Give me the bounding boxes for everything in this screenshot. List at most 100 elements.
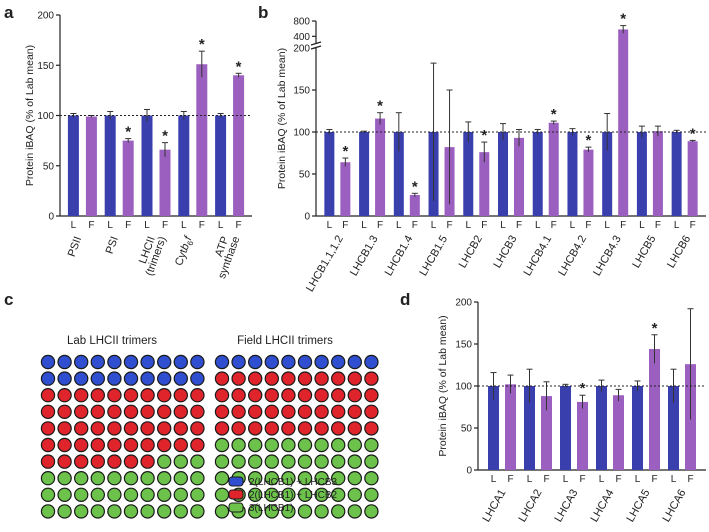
y-tick-label: 50: [461, 424, 473, 435]
bar-field: [687, 141, 698, 216]
trimer-dot: [173, 471, 188, 486]
trimer-dot: [231, 437, 246, 453]
lab-label: L: [491, 474, 497, 485]
trimer-dot: [281, 504, 296, 519]
lab-label: L: [107, 220, 113, 231]
trimer-dot: [156, 504, 172, 519]
trimer-dot: [314, 437, 329, 453]
field-label: F: [481, 220, 487, 231]
bar-lab: [463, 132, 474, 216]
panel-d-letter: d: [400, 290, 410, 309]
trimer-dot: [190, 354, 205, 370]
bar-lab: [488, 386, 499, 470]
trimer-dot: [331, 471, 346, 486]
trimer-dot: [214, 487, 230, 502]
trimer-dot: [231, 454, 246, 469]
category-label: LHCB4.3: [591, 234, 624, 279]
trimer-dot: [90, 471, 106, 486]
trimer-dot: [140, 388, 155, 403]
field-label: F: [507, 474, 513, 485]
trimer-dot: [347, 354, 362, 370]
trimer-dot: [247, 437, 263, 453]
trimer-dot: [123, 421, 139, 436]
trimer-dot: [73, 487, 89, 502]
trimer-dot: [331, 454, 346, 469]
trimer-dot: [347, 487, 362, 502]
significance-star: *: [236, 58, 242, 75]
bar-field: [159, 149, 171, 216]
trimer-dot: [173, 404, 188, 419]
bar-lab: [602, 132, 613, 216]
trimer-dot: [140, 404, 155, 419]
panel-a-letter: a: [4, 3, 14, 22]
trimer-dot: [347, 421, 362, 436]
field-label: F: [412, 220, 418, 231]
trimer-dot: [214, 454, 230, 469]
field-label: F: [446, 220, 452, 231]
trimer-dot: [214, 437, 230, 453]
significance-star: *: [377, 98, 383, 115]
lab-label: L: [361, 220, 367, 231]
trimer-dot: [123, 471, 139, 486]
trimer-dot: [173, 354, 188, 370]
trimer-dot: [123, 354, 139, 370]
bar-lab: [524, 386, 535, 470]
trimer-dot: [90, 421, 106, 436]
trimer-dot: [156, 437, 172, 453]
trimer-dot: [57, 454, 72, 469]
panel-a-chart: 0 50 100 150 200 Protein iBAQ (% of Lab mean)…: [24, 11, 252, 280]
trimer-dot: [214, 404, 230, 419]
trimer-dot: [90, 354, 106, 370]
lab-label: L: [639, 220, 645, 231]
dot-grid-title: Field LHCII trimers: [237, 335, 333, 347]
trimer-dot: [281, 404, 296, 419]
category-label: PSII: [66, 235, 84, 259]
trimer-dot: [156, 421, 172, 436]
trimer-dot: [107, 471, 122, 486]
bar-field: [409, 195, 420, 216]
trimer-dot: [314, 354, 329, 370]
trimer-dot: [314, 454, 329, 469]
y-tick-label: 50: [299, 170, 311, 181]
trimer-dot: [123, 454, 139, 469]
trimer-dot: [314, 487, 329, 502]
bar-field: [548, 122, 559, 216]
trimer-dot: [57, 404, 72, 419]
significance-star: *: [690, 125, 696, 142]
trimer-dot: [347, 371, 362, 386]
lab-label: L: [181, 220, 187, 231]
trimer-dot: [281, 454, 296, 469]
trimer-dot: [173, 504, 188, 519]
trimer-dot: [231, 388, 246, 403]
lab-label: L: [535, 220, 541, 231]
trimer-dot: [331, 487, 346, 502]
trimer-dot: [107, 421, 122, 436]
trimer-dot: [364, 487, 379, 502]
bar-field: [479, 152, 490, 216]
category-label-cytb6f: Cytb6f: [173, 234, 197, 268]
lab-label: L: [635, 474, 641, 485]
trimer-dot: [107, 487, 122, 502]
category-label: LHCB6: [665, 234, 693, 271]
y-tick-label: 0: [466, 466, 472, 477]
trimer-dot: [40, 354, 56, 370]
y-tick-label: 0: [304, 212, 310, 223]
trimer-dot: [214, 504, 230, 519]
trimer-dot: [190, 487, 205, 502]
legend-swatch: [228, 476, 244, 487]
trimer-dot: [297, 371, 313, 386]
field-label: F: [342, 220, 348, 231]
bar-field: [613, 395, 624, 470]
trimer-dot: [247, 354, 263, 370]
trimer-dot: [107, 388, 122, 403]
trimer-dot: [214, 371, 230, 386]
lab-label: L: [671, 474, 677, 485]
trimer-dot: [314, 388, 329, 403]
y-tick-label: 100: [455, 382, 472, 393]
field-label: F: [690, 220, 696, 231]
trimer-dot: [57, 371, 72, 386]
trimer-dot: [57, 388, 72, 403]
trimer-dot: [173, 437, 188, 453]
trimer-dot: [40, 421, 56, 436]
trimer-dot: [264, 504, 279, 519]
